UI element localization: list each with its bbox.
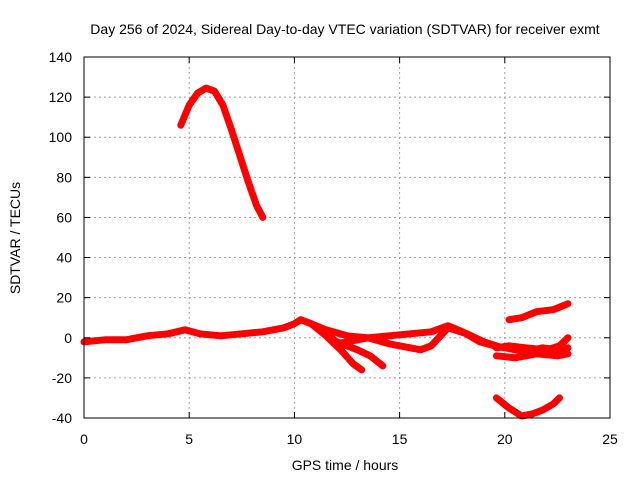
x-tick-label: 10 [287,431,303,447]
y-tick-label: 20 [56,290,72,306]
x-tick-label: 5 [185,431,193,447]
x-tick-label: 15 [392,431,408,447]
y-tick-label: 0 [64,330,72,346]
series-arc-late-zero-b [492,350,572,362]
plot-frame [83,56,611,419]
y-tick-label: 100 [49,129,73,145]
x-tick-label: 25 [602,431,618,447]
axis-ticks [83,56,611,419]
series-arc-late-low [492,394,563,420]
series-arc-late-zero-c [501,344,572,356]
series-arc-late-upper [505,300,572,324]
chart-title: Day 256 of 2024, Sidereal Day-to-day VTE… [90,21,599,37]
y-axis-label: SDTVAR / TECUs [7,182,23,294]
y-tick-label: 80 [56,169,72,185]
y-tick-label: -40 [52,410,72,426]
y-tick-label: 120 [49,89,73,105]
grid [84,57,610,418]
series-arc-dip-b [311,322,387,370]
y-tick-label: -20 [52,370,72,386]
tick-labels: 0 5 10 15 20 25 -40 -20 0 20 40 60 80 100 120 140 [49,49,618,447]
y-tick-label: 40 [56,250,72,266]
x-tick-label: 20 [497,431,513,447]
x-axis-label: GPS time / hours [292,457,399,473]
series-group [80,84,572,420]
x-tick-label: 0 [80,431,88,447]
series-arc-high [177,84,267,221]
series-arc-mid [333,324,500,354]
y-tick-label: 140 [49,49,73,65]
y-tick-label: 60 [56,209,72,225]
